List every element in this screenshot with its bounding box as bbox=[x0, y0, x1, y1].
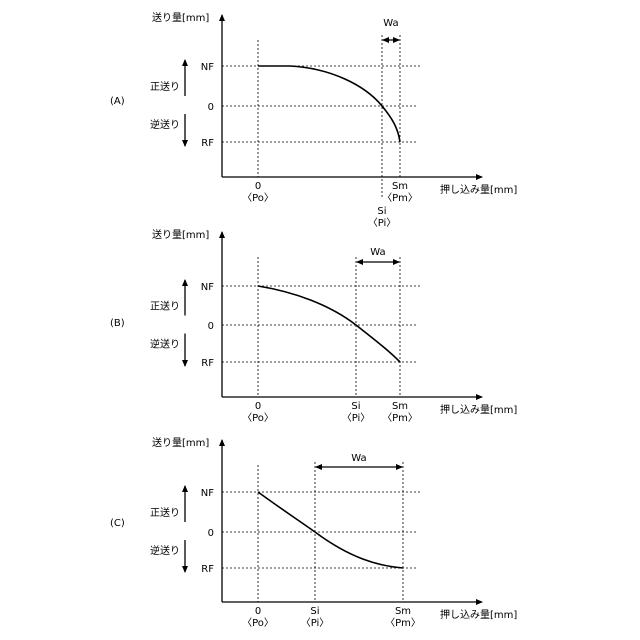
y-tick-nf: NF bbox=[201, 488, 214, 499]
y-tick-zero: 0 bbox=[208, 321, 214, 332]
y-tick-nf: NF bbox=[201, 62, 214, 73]
x-tick-pi: 〈Pi〉 bbox=[342, 412, 371, 424]
x-axis-label: 押し込み量[mm] bbox=[440, 183, 517, 196]
reverse-feed-label: 逆送り bbox=[150, 118, 180, 131]
x-tick-zero: 0 bbox=[255, 606, 261, 617]
panel-c: NF0RF0〈Po〉Si〈Pi〉Sm〈Pm〉Wa送り量[mm]押し込み量[mm]… bbox=[110, 436, 517, 629]
x-tick-po: 〈Po〉 bbox=[242, 617, 274, 629]
x-tick-si: Si bbox=[377, 206, 386, 217]
y-tick-nf: NF bbox=[201, 282, 214, 293]
x-tick-si: Si bbox=[310, 606, 319, 617]
x-tick-sm: Sm bbox=[392, 401, 408, 412]
x-tick-pi: 〈Pi〉 bbox=[368, 217, 397, 229]
feed-curve bbox=[258, 492, 403, 568]
x-tick-zero: 0 bbox=[255, 401, 261, 412]
panel-b: NF0RF0〈Po〉Si〈Pi〉Sm〈Pm〉Wa送り量[mm]押し込み量[mm]… bbox=[110, 228, 517, 424]
panel-a: NF0RF0〈Po〉Si〈Pi〉Sm〈Pm〉Wa送り量[mm]押し込み量[mm]… bbox=[110, 11, 517, 229]
panel-label: (A) bbox=[110, 96, 125, 107]
feed-curve bbox=[258, 66, 400, 142]
x-tick-pi: 〈Pi〉 bbox=[301, 617, 330, 629]
y-axis-label: 送り量[mm] bbox=[152, 228, 209, 241]
x-tick-sm: Sm bbox=[392, 181, 408, 192]
y-tick-zero: 0 bbox=[208, 102, 214, 113]
y-tick-rf: RF bbox=[201, 358, 214, 369]
width-label: Wa bbox=[370, 247, 385, 258]
panel-label: (B) bbox=[110, 318, 125, 329]
x-tick-zero: 0 bbox=[255, 181, 261, 192]
reverse-feed-label: 逆送り bbox=[150, 338, 180, 351]
reverse-feed-label: 逆送り bbox=[150, 544, 180, 557]
panel-label: (C) bbox=[110, 518, 125, 529]
y-tick-zero: 0 bbox=[208, 528, 214, 539]
x-tick-pm: 〈Pm〉 bbox=[385, 617, 421, 629]
x-tick-po: 〈Po〉 bbox=[242, 192, 274, 204]
width-label: Wa bbox=[351, 453, 366, 464]
forward-feed-label: 正送り bbox=[150, 506, 180, 519]
y-tick-rf: RF bbox=[201, 138, 214, 149]
x-tick-sm: Sm bbox=[395, 606, 411, 617]
x-tick-pm: 〈Pm〉 bbox=[382, 412, 418, 424]
y-tick-rf: RF bbox=[201, 564, 214, 575]
forward-feed-label: 正送り bbox=[150, 80, 180, 93]
forward-feed-label: 正送り bbox=[150, 300, 180, 313]
x-tick-po: 〈Po〉 bbox=[242, 412, 274, 424]
width-label: Wa bbox=[383, 18, 398, 29]
x-tick-pm: 〈Pm〉 bbox=[382, 192, 418, 204]
feed-diagram: NF0RF0〈Po〉Si〈Pi〉Sm〈Pm〉Wa送り量[mm]押し込み量[mm]… bbox=[0, 0, 640, 640]
feed-curve bbox=[258, 286, 400, 362]
x-axis-label: 押し込み量[mm] bbox=[440, 608, 517, 621]
x-tick-si: Si bbox=[351, 401, 360, 412]
x-axis-label: 押し込み量[mm] bbox=[440, 403, 517, 416]
y-axis-label: 送り量[mm] bbox=[152, 436, 209, 449]
y-axis-label: 送り量[mm] bbox=[152, 11, 209, 24]
